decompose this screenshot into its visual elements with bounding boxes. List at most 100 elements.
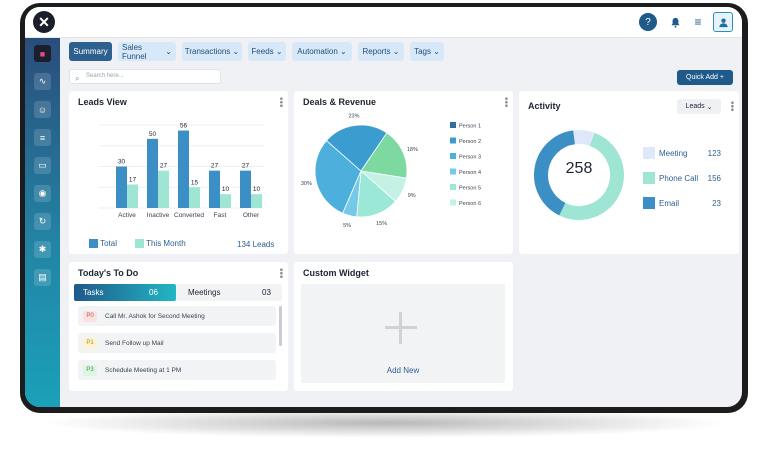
todo-item[interactable]: P3 Schedule Meeting at 1 PM xyxy=(78,360,276,380)
more-options-icon[interactable]: ••• xyxy=(275,97,286,108)
add-new-label: Add New xyxy=(386,366,420,375)
search-input[interactable]: ⌕ Search here... xyxy=(69,69,221,84)
explore-icon[interactable]: ◉ xyxy=(34,185,51,202)
sync-icon[interactable]: ↻ xyxy=(34,213,51,230)
legend-swatch xyxy=(450,168,456,175)
legend-value: 123 xyxy=(707,149,721,158)
category-label: Fast xyxy=(214,212,227,219)
tab-summary[interactable]: Summary xyxy=(69,42,112,61)
bar-value-label: 27 xyxy=(160,163,168,170)
app-logo-icon[interactable]: ✕ xyxy=(33,11,55,33)
bar-value-label: 10 xyxy=(222,186,230,193)
legend-label: Person 6 xyxy=(459,201,481,207)
legend-swatch xyxy=(89,239,98,249)
legend-swatch xyxy=(450,153,456,159)
tab-meetings[interactable]: Meetings 03 xyxy=(176,284,282,301)
contacts-icon[interactable]: ☺ xyxy=(34,101,51,118)
deals-pie-chart: 30% 23% 18% 9% 15% 5% Person 1 Person 2 Person 3… xyxy=(301,113,481,229)
legend-label: Person 5 xyxy=(459,186,481,192)
activity-email: Email 23 xyxy=(643,197,721,211)
tab-label: Feeds xyxy=(251,47,274,56)
card-title: Today's To Do xyxy=(78,268,139,278)
bar[interactable] xyxy=(158,170,169,208)
add-widget-area[interactable]: Add New xyxy=(301,284,505,383)
category-label: Other xyxy=(243,212,260,219)
priority-badge: P0 xyxy=(83,310,97,322)
more-options-icon[interactable]: ••• xyxy=(726,101,737,112)
user-avatar-icon[interactable] xyxy=(713,12,733,32)
device-shadow xyxy=(40,408,730,438)
top-bar: ✕ ? ≡ xyxy=(25,7,742,38)
donut-segment[interactable] xyxy=(559,132,624,220)
billing-icon[interactable]: ▭ xyxy=(34,157,51,174)
bar[interactable] xyxy=(127,184,138,208)
search-placeholder: Search here... xyxy=(86,73,124,79)
tab-transactions[interactable]: Transactions ⌄ xyxy=(182,42,242,61)
custom-widget-card: Custom Widget Add New xyxy=(294,262,513,391)
bar-value-label: 15 xyxy=(191,179,199,186)
card-title: Leads View xyxy=(78,97,127,107)
bar[interactable] xyxy=(220,194,231,208)
legend-swatch xyxy=(450,199,456,206)
todo-item[interactable]: P1 Send Follow up Mail xyxy=(78,333,276,353)
bar[interactable] xyxy=(240,170,251,208)
tab-label: Transactions xyxy=(184,47,231,56)
todo-text: Send Follow up Mail xyxy=(105,339,164,347)
bar[interactable] xyxy=(189,187,200,208)
bar-value-label: 30 xyxy=(118,159,126,166)
tab-sales-funnel[interactable]: Sales Funnel ⌄ xyxy=(118,42,176,61)
dashboard-icon[interactable]: ■ xyxy=(34,45,51,62)
more-options-icon[interactable]: ••• xyxy=(275,268,286,279)
legend-label: Email xyxy=(659,199,680,208)
pie-slice[interactable] xyxy=(325,124,388,172)
todo-scrollbar[interactable] xyxy=(279,306,282,346)
activity-phone-call: Phone Call 156 xyxy=(643,172,721,186)
settings-gear-icon[interactable]: ✱ xyxy=(34,241,51,258)
menu-icon[interactable]: ≡ xyxy=(694,15,702,29)
pie-slice[interactable] xyxy=(342,170,362,218)
priority-badge: P1 xyxy=(83,337,97,349)
notification-bell-icon[interactable] xyxy=(666,13,684,31)
legend-this-month: This Month xyxy=(135,239,186,249)
legend-label: Total xyxy=(100,239,117,248)
todo-text: Call Mr. Ashok for Second Meeting xyxy=(105,312,205,320)
bar[interactable] xyxy=(209,170,220,208)
legend-swatch xyxy=(643,197,655,209)
bar[interactable] xyxy=(116,166,127,209)
more-options-icon[interactable]: ••• xyxy=(500,97,511,108)
bar[interactable] xyxy=(178,130,189,208)
priority-badge: P3 xyxy=(83,364,97,376)
search-icon: ⌕ xyxy=(75,74,80,83)
bar[interactable] xyxy=(251,194,262,208)
legend-value: 156 xyxy=(707,174,721,183)
activity-icon[interactable]: ∿ xyxy=(34,73,51,90)
tab-reports[interactable]: Reports ⌄ xyxy=(358,42,404,61)
card-title: Custom Widget xyxy=(303,268,369,278)
donut-segment[interactable] xyxy=(573,130,595,147)
document-icon[interactable]: ▤ xyxy=(34,269,51,286)
quick-add-button[interactable]: Quick Add + xyxy=(677,70,733,85)
donut-segment[interactable] xyxy=(534,130,576,216)
pie-slice[interactable] xyxy=(314,140,362,214)
bar[interactable] xyxy=(147,138,158,208)
todo-card: Today's To Do ••• Tasks 06 Meetings 03 P… xyxy=(69,262,288,391)
tab-feeds[interactable]: Feeds ⌄ xyxy=(248,42,286,61)
tab-tasks[interactable]: Tasks 06 xyxy=(74,284,176,301)
tab-tags[interactable]: Tags ⌄ xyxy=(410,42,444,61)
tab-label: Tags xyxy=(414,47,431,56)
activity-dropdown[interactable]: Leads ⌄ xyxy=(677,99,721,114)
tab-label: Reports xyxy=(362,47,391,56)
legend-label: Phone Call xyxy=(659,174,699,183)
tab-automation[interactable]: Automation ⌄ xyxy=(292,42,352,61)
quick-add-label: Quick Add xyxy=(686,74,718,81)
legend-swatch xyxy=(135,239,144,249)
pie-percent-label: 9% xyxy=(408,193,416,199)
pie-slice[interactable] xyxy=(360,132,408,179)
todo-item[interactable]: P0 Call Mr. Ashok for Second Meeting xyxy=(78,306,276,326)
filter-icon[interactable]: ≡ xyxy=(34,129,51,146)
activity-donut-chart xyxy=(534,130,624,220)
sidebar: ■ ∿ ☺ ≡ ▭ ◉ ↻ ✱ ▤ xyxy=(25,38,60,407)
help-icon[interactable]: ? xyxy=(639,13,657,31)
plus-icon xyxy=(385,312,417,344)
tab-label: Meetings xyxy=(188,288,221,297)
